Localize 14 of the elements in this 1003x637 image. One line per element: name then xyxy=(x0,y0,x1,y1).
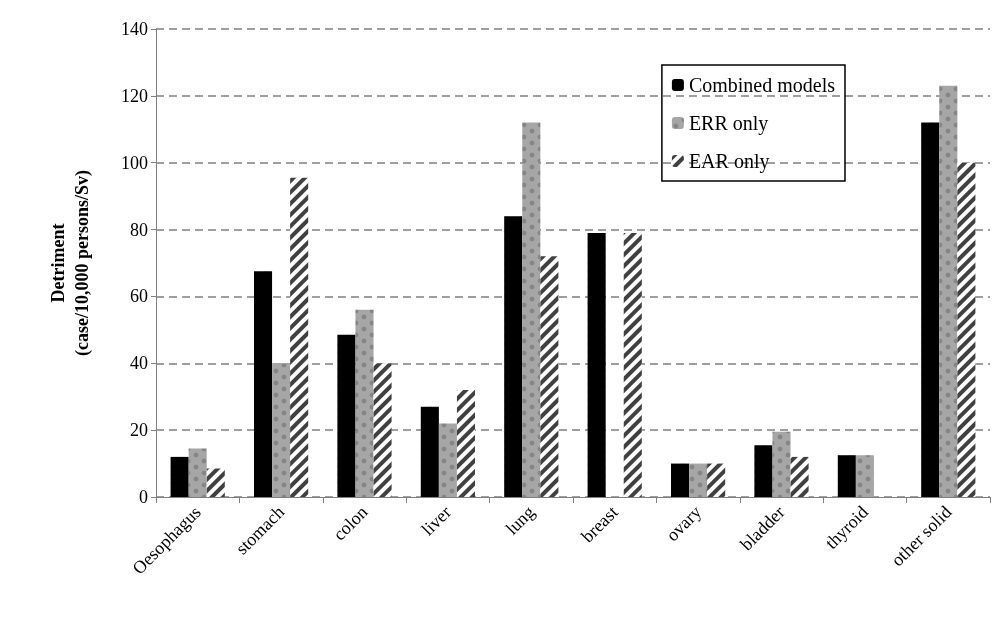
y-tick-label: 40 xyxy=(130,353,148,374)
legend-label: EAR only xyxy=(688,150,770,173)
y-tick-label: 20 xyxy=(130,420,148,441)
y-tick-label: 80 xyxy=(130,219,148,240)
y-tick-label: 0 xyxy=(139,487,148,507)
legend-label: Combined models xyxy=(688,74,836,96)
legend-label: ERR only xyxy=(688,112,769,135)
x-tick-label: liver xyxy=(417,501,455,540)
y-tick-label: 120 xyxy=(121,85,148,106)
y-tick-label: 100 xyxy=(121,152,148,173)
y-axis-title: Detriment (case/10,000 persons/Sv) xyxy=(48,170,93,356)
x-tick-label: lung xyxy=(501,501,539,539)
y-tick-label: 60 xyxy=(130,286,148,307)
y-tick-label: 140 xyxy=(121,19,148,39)
